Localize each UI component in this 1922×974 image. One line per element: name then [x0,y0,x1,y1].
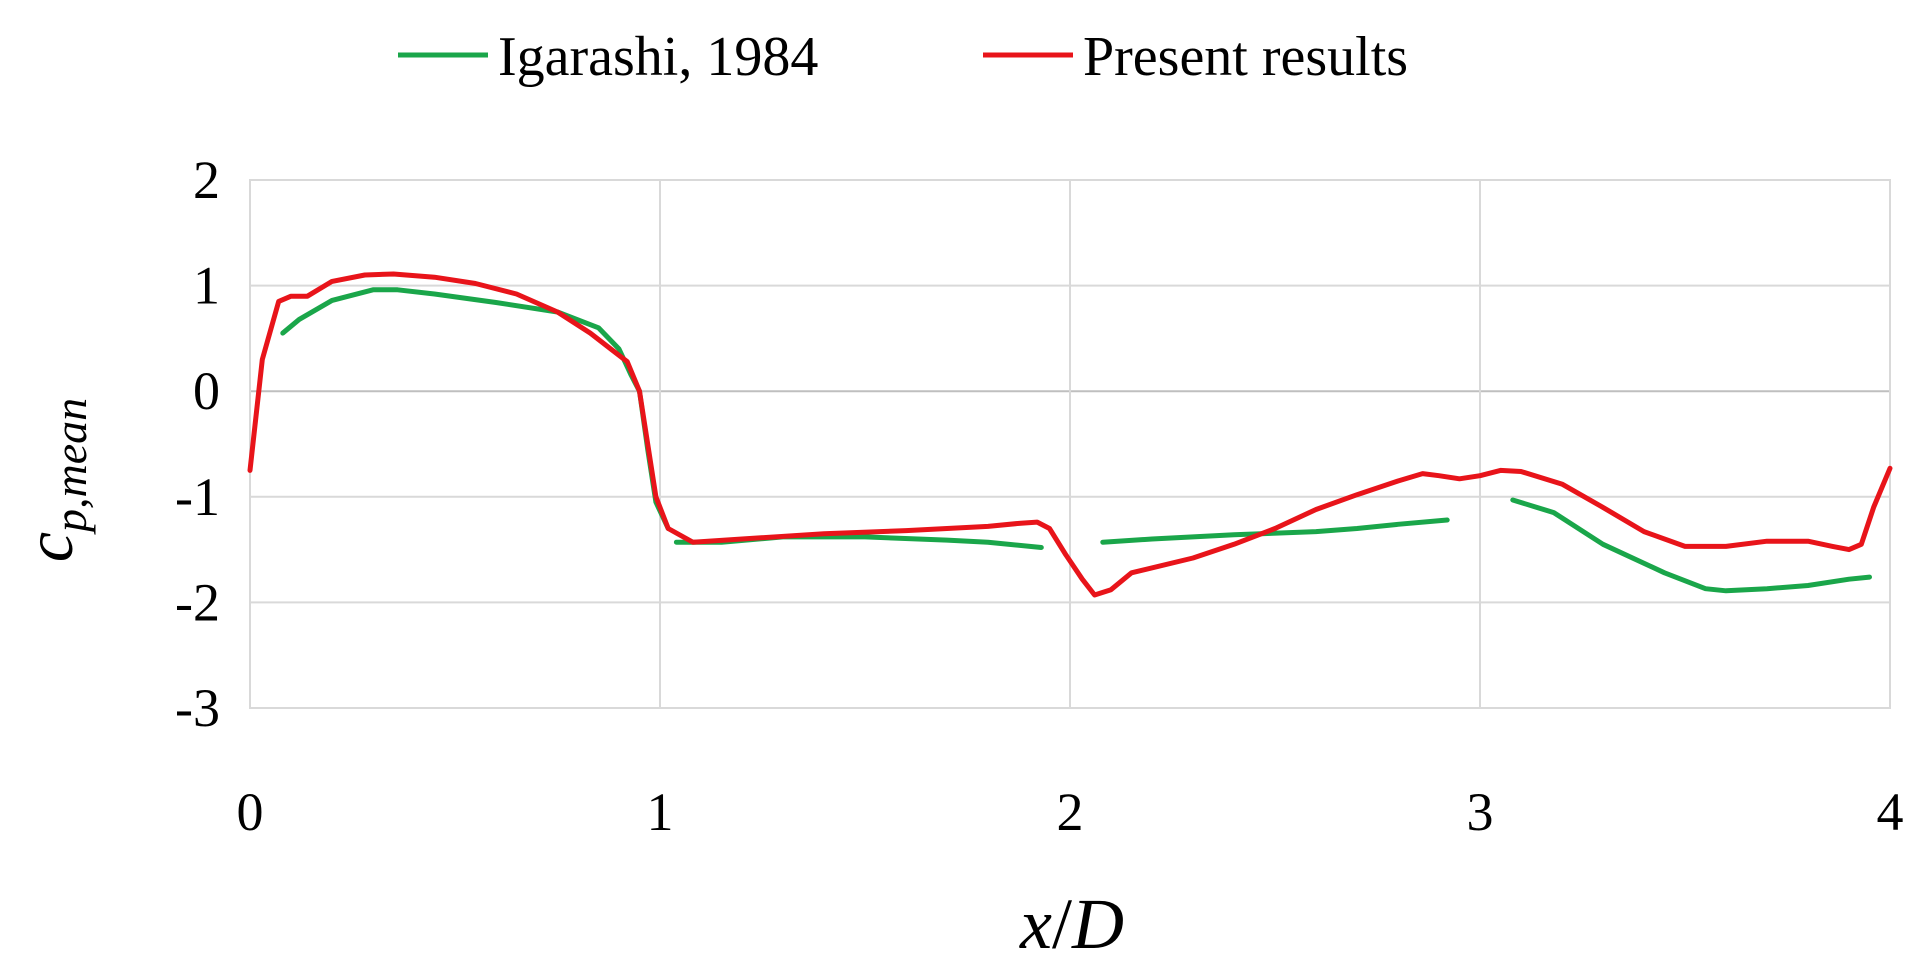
plot-area-border [249,179,1891,709]
x-axis-label-sep: / [1052,884,1072,964]
series-line-present-segment-0 [247,271,1893,598]
y-axis-ticks: 2 1 0 -1 -2 -3 [175,150,220,738]
y-tick-label: -2 [175,572,220,632]
x-tick-label: 0 [237,782,264,842]
y-axis-label: cp,mean [11,398,96,562]
y-tick-label: 0 [193,361,220,421]
x-tick-label: 4 [1877,782,1904,842]
x-axis-label: x/D [1019,884,1124,964]
legend-label-igarashi: Igarashi, 1984 [498,26,818,88]
x-axis-label-sub: D [1071,884,1124,964]
series-line-igarashi-segment-3 [1510,497,1872,594]
y-tick-label: 2 [193,150,220,210]
x-tick-label: 1 [647,782,674,842]
series-line-igarashi-segment-2 [1100,517,1450,545]
legend-label-present: Present results [1083,26,1408,88]
x-tick-label: 2 [1057,782,1084,842]
y-tick-label: 1 [193,256,220,316]
series-line-igarashi-segment-0 [280,287,671,531]
y-axis-label-main: c [11,532,87,562]
grid [249,179,1891,709]
y-tick-label: -3 [175,678,220,738]
series [247,271,1893,598]
x-axis-label-main: x [1019,884,1052,964]
x-axis-ticks: 0 1 2 3 4 [237,782,1904,842]
y-tick-label: -1 [175,467,220,527]
x-tick-label: 3 [1467,782,1494,842]
y-axis-label-sub: p,mean [45,398,96,535]
legend: Igarashi, 1984 Present results [398,26,1408,88]
